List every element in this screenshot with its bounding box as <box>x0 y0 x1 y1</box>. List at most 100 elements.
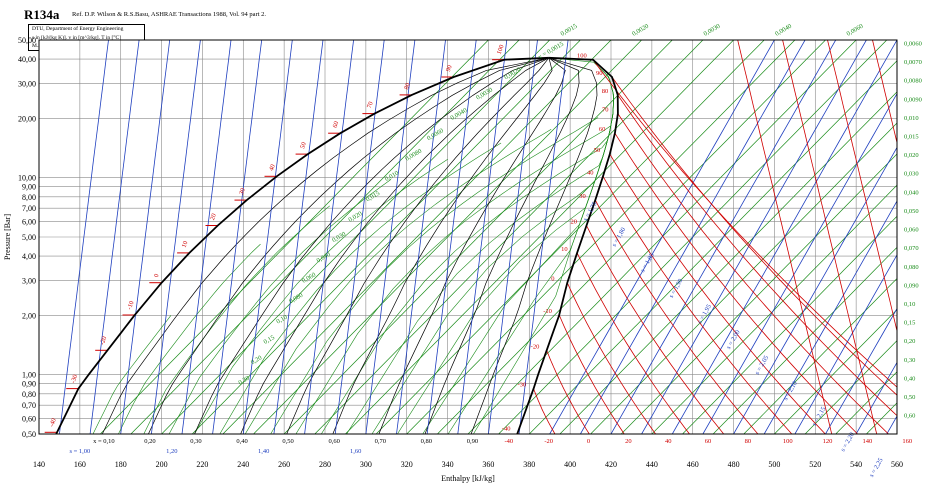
x-tick-label: 560 <box>891 460 903 469</box>
isochore-line <box>835 371 897 434</box>
isentrope-line <box>580 40 806 434</box>
isochore-line <box>743 277 897 434</box>
y-tick-label: 0,60 <box>22 414 36 423</box>
volume-label: 0,30 <box>237 375 250 387</box>
isotherm-line <box>533 388 556 434</box>
isochore-line <box>406 40 796 434</box>
isentrope-line <box>151 40 201 434</box>
quality-line <box>194 57 550 434</box>
y-tick-label: 0,70 <box>22 401 36 410</box>
entropy-label: s = 2,00 <box>725 329 741 351</box>
x-tick-label: 380 <box>523 460 535 469</box>
grid-group <box>39 40 897 434</box>
temperature-label: -30 <box>518 382 527 389</box>
temperature-label: 50 <box>299 141 308 150</box>
quality-label: 0,70 <box>375 438 386 445</box>
x-tick-label: 540 <box>850 460 862 469</box>
temperature-label: 120 <box>823 438 833 445</box>
y-tick-label: 9,00 <box>22 183 36 192</box>
temperature-label: 20 <box>570 218 577 225</box>
entropy-label: s = 1,90 <box>668 278 684 300</box>
quality-label: x = 0,10 <box>93 438 115 445</box>
temperature-label: 90 <box>596 70 603 77</box>
volume-label: 0,090 <box>904 282 919 289</box>
isentrope-line <box>549 40 775 434</box>
volume-label: 0,15 <box>904 320 915 327</box>
isochore-line <box>191 40 581 434</box>
temperature-label: -20 <box>99 335 109 346</box>
volume-label: 0,0070 <box>904 59 922 66</box>
volume-label: 0,0030 <box>475 87 494 102</box>
isochore-line <box>804 340 897 434</box>
volume-label: 0,20 <box>250 354 263 366</box>
y-tick-label: 7,00 <box>22 204 36 213</box>
temperature-label: -40 <box>48 417 58 428</box>
volume-label: 0,080 <box>904 264 919 271</box>
curves-group <box>44 40 897 434</box>
quality-line <box>148 57 549 434</box>
quality-line <box>470 57 598 434</box>
chart-reference: Ref. D.P. Wilson & R.S.Basu, ASHRAE Tran… <box>72 11 267 18</box>
isentrope-line <box>641 40 867 434</box>
isotherm-line <box>782 40 878 434</box>
entropy-label: s = 1,85 <box>639 252 655 274</box>
isotherm-line <box>546 350 590 434</box>
entropy-label: 1,60 <box>350 448 361 455</box>
x-tick-label: 160 <box>74 460 86 469</box>
volume-label: 0,0040 <box>449 107 468 122</box>
isochore-dome-line <box>92 315 172 434</box>
y-tick-label: 10,00 <box>18 174 36 183</box>
temperature-label: 30 <box>238 187 247 196</box>
temperature-label: 0 <box>551 276 554 283</box>
quality-label: 0,20 <box>144 438 155 445</box>
isochore-dome-line <box>422 68 614 434</box>
isotherm-line <box>737 40 833 434</box>
entropy-label: s = 1,80 <box>611 226 627 248</box>
volume-label: 0,20 <box>904 338 915 345</box>
x-tick-label: 240 <box>237 460 249 469</box>
isochore-line <box>161 40 550 434</box>
volume-label: 0,070 <box>904 245 919 252</box>
volume-label: 0,060 <box>301 271 317 284</box>
info-line: M.J. Skovrup & H.J.H Knudsen. 17-07-30 <box>32 43 126 49</box>
entropy-label: s = 2,15 <box>811 406 827 428</box>
y-tick-label: 40,00 <box>18 55 36 64</box>
plot-frame <box>38 39 898 435</box>
volume-label: 0,010 <box>904 115 919 122</box>
temperature-label: 80 <box>745 438 752 445</box>
isochore-dome-line <box>270 117 599 434</box>
temperature-label: 20 <box>209 213 218 222</box>
y-axis-label: Pressure [Bar] <box>3 214 12 260</box>
volume-label: 0,080 <box>288 292 304 305</box>
volume-label: 0,010 <box>384 170 400 183</box>
entropy-label: s = 1,95 <box>697 303 713 325</box>
isentrope-line <box>794 254 897 434</box>
isochore-line <box>345 40 734 434</box>
temperature-label: -20 <box>531 343 540 350</box>
temperature-label: 80 <box>403 82 412 91</box>
plot-area <box>39 40 897 434</box>
isentrope-line <box>396 40 446 434</box>
isochore-line <box>529 60 897 434</box>
isentrope-line <box>518 40 569 434</box>
isentrope-line <box>212 40 263 434</box>
x-tick-label: 520 <box>809 460 821 469</box>
y-tick-label: 1,00 <box>22 371 36 380</box>
quality-label: 0,90 <box>467 438 478 445</box>
isentrope-line <box>702 92 897 434</box>
x-tick-label: 280 <box>319 460 331 469</box>
isochore-dome-line <box>321 97 614 434</box>
temperature-label: 60 <box>332 120 341 129</box>
isochore-dome-line <box>473 57 614 434</box>
temperature-label: 70 <box>602 107 609 114</box>
volume-label: 0,0020 <box>503 66 522 81</box>
quality-label: 0,50 <box>282 438 293 445</box>
volume-label: 0,60 <box>904 413 915 420</box>
volume-label: 0,40 <box>904 375 915 382</box>
volume-label: 0,060 <box>904 227 919 234</box>
isentrope-line <box>89 40 140 434</box>
quality-label: 0,30 <box>190 438 201 445</box>
x-tick-label: 420 <box>605 460 617 469</box>
x-tick-label: 260 <box>278 460 290 469</box>
